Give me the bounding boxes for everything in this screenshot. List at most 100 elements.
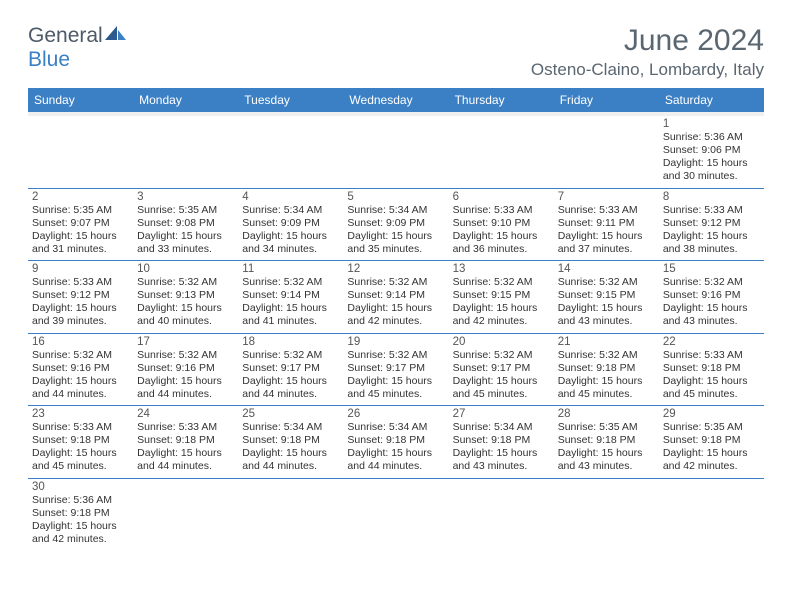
sunset-line: Sunset: 9:18 PM	[453, 434, 550, 447]
sunset-line: Sunset: 9:18 PM	[137, 434, 234, 447]
empty-day-cell	[133, 478, 238, 550]
day-details: Sunrise: 5:32 AMSunset: 9:14 PMDaylight:…	[347, 276, 444, 329]
day-number: 19	[347, 336, 444, 348]
day-details: Sunrise: 5:35 AMSunset: 9:18 PMDaylight:…	[558, 421, 655, 474]
day-cell: 18Sunrise: 5:32 AMSunset: 9:17 PMDayligh…	[238, 333, 343, 406]
day-details: Sunrise: 5:36 AMSunset: 9:18 PMDaylight:…	[32, 494, 129, 547]
sunset-line: Sunset: 9:11 PM	[558, 217, 655, 230]
day-details: Sunrise: 5:33 AMSunset: 9:12 PMDaylight:…	[32, 276, 129, 329]
day-header-monday: Monday	[133, 88, 238, 112]
day-cell: 28Sunrise: 5:35 AMSunset: 9:18 PMDayligh…	[554, 406, 659, 479]
sunset-line: Sunset: 9:13 PM	[137, 289, 234, 302]
brand-general: General	[28, 24, 103, 47]
day-details: Sunrise: 5:34 AMSunset: 9:09 PMDaylight:…	[242, 204, 339, 257]
sunrise-line: Sunrise: 5:32 AM	[347, 276, 444, 289]
day-cell: 14Sunrise: 5:32 AMSunset: 9:15 PMDayligh…	[554, 261, 659, 334]
title-block: June 2024 Osteno-Claino, Lombardy, Italy	[531, 24, 764, 80]
month-title: June 2024	[531, 24, 764, 58]
day-cell: 21Sunrise: 5:32 AMSunset: 9:18 PMDayligh…	[554, 333, 659, 406]
sunset-line: Sunset: 9:17 PM	[453, 362, 550, 375]
sunset-line: Sunset: 9:18 PM	[242, 434, 339, 447]
day-number: 27	[453, 408, 550, 420]
day-details: Sunrise: 5:32 AMSunset: 9:17 PMDaylight:…	[347, 349, 444, 402]
daylight-line: Daylight: 15 hours and 44 minutes.	[137, 375, 234, 401]
day-details: Sunrise: 5:35 AMSunset: 9:18 PMDaylight:…	[663, 421, 760, 474]
sunset-line: Sunset: 9:06 PM	[663, 144, 760, 157]
sunrise-line: Sunrise: 5:36 AM	[32, 494, 129, 507]
day-header-sunday: Sunday	[28, 88, 133, 112]
day-number: 7	[558, 191, 655, 203]
empty-day-cell	[238, 116, 343, 188]
brand-name: GeneralBlue	[28, 24, 127, 72]
day-cell: 19Sunrise: 5:32 AMSunset: 9:17 PMDayligh…	[343, 333, 448, 406]
sail-icon	[105, 24, 127, 48]
day-details: Sunrise: 5:32 AMSunset: 9:18 PMDaylight:…	[558, 349, 655, 402]
day-number: 3	[137, 191, 234, 203]
day-number: 14	[558, 263, 655, 275]
day-number: 22	[663, 336, 760, 348]
calendar-table: SundayMondayTuesdayWednesdayThursdayFrid…	[28, 88, 764, 550]
day-number: 11	[242, 263, 339, 275]
sunrise-line: Sunrise: 5:32 AM	[242, 276, 339, 289]
day-cell: 30Sunrise: 5:36 AMSunset: 9:18 PMDayligh…	[28, 478, 133, 550]
day-details: Sunrise: 5:33 AMSunset: 9:12 PMDaylight:…	[663, 204, 760, 257]
sunset-line: Sunset: 9:14 PM	[347, 289, 444, 302]
header: GeneralBlue June 2024 Osteno-Claino, Lom…	[28, 24, 764, 80]
day-cell: 7Sunrise: 5:33 AMSunset: 9:11 PMDaylight…	[554, 188, 659, 261]
sunrise-line: Sunrise: 5:32 AM	[558, 349, 655, 362]
sunrise-line: Sunrise: 5:32 AM	[347, 349, 444, 362]
day-number: 13	[453, 263, 550, 275]
sunrise-line: Sunrise: 5:32 AM	[453, 276, 550, 289]
week-row: 30Sunrise: 5:36 AMSunset: 9:18 PMDayligh…	[28, 478, 764, 550]
sunrise-line: Sunrise: 5:35 AM	[137, 204, 234, 217]
daylight-line: Daylight: 15 hours and 45 minutes.	[663, 375, 760, 401]
sunrise-line: Sunrise: 5:34 AM	[453, 421, 550, 434]
week-row: 16Sunrise: 5:32 AMSunset: 9:16 PMDayligh…	[28, 333, 764, 406]
day-details: Sunrise: 5:33 AMSunset: 9:10 PMDaylight:…	[453, 204, 550, 257]
daylight-line: Daylight: 15 hours and 33 minutes.	[137, 230, 234, 256]
sunset-line: Sunset: 9:15 PM	[558, 289, 655, 302]
day-cell: 6Sunrise: 5:33 AMSunset: 9:10 PMDaylight…	[449, 188, 554, 261]
sunset-line: Sunset: 9:18 PM	[32, 434, 129, 447]
empty-day-cell	[343, 116, 448, 188]
sunset-line: Sunset: 9:18 PM	[347, 434, 444, 447]
sunset-line: Sunset: 9:12 PM	[663, 217, 760, 230]
day-cell: 16Sunrise: 5:32 AMSunset: 9:16 PMDayligh…	[28, 333, 133, 406]
day-details: Sunrise: 5:32 AMSunset: 9:15 PMDaylight:…	[558, 276, 655, 329]
day-details: Sunrise: 5:32 AMSunset: 9:13 PMDaylight:…	[137, 276, 234, 329]
sunset-line: Sunset: 9:08 PM	[137, 217, 234, 230]
sunrise-line: Sunrise: 5:34 AM	[347, 421, 444, 434]
day-number: 8	[663, 191, 760, 203]
day-cell: 2Sunrise: 5:35 AMSunset: 9:07 PMDaylight…	[28, 188, 133, 261]
sunrise-line: Sunrise: 5:32 AM	[453, 349, 550, 362]
sunrise-line: Sunrise: 5:33 AM	[137, 421, 234, 434]
daylight-line: Daylight: 15 hours and 42 minutes.	[32, 520, 129, 546]
day-details: Sunrise: 5:34 AMSunset: 9:18 PMDaylight:…	[242, 421, 339, 474]
daylight-line: Daylight: 15 hours and 43 minutes.	[558, 302, 655, 328]
daylight-line: Daylight: 15 hours and 45 minutes.	[347, 375, 444, 401]
day-cell: 23Sunrise: 5:33 AMSunset: 9:18 PMDayligh…	[28, 406, 133, 479]
daylight-line: Daylight: 15 hours and 30 minutes.	[663, 157, 760, 183]
daylight-line: Daylight: 15 hours and 35 minutes.	[347, 230, 444, 256]
daylight-line: Daylight: 15 hours and 41 minutes.	[242, 302, 339, 328]
sunrise-line: Sunrise: 5:36 AM	[663, 131, 760, 144]
empty-day-cell	[449, 116, 554, 188]
day-number: 23	[32, 408, 129, 420]
day-number: 17	[137, 336, 234, 348]
sunrise-line: Sunrise: 5:32 AM	[242, 349, 339, 362]
day-details: Sunrise: 5:34 AMSunset: 9:18 PMDaylight:…	[347, 421, 444, 474]
daylight-line: Daylight: 15 hours and 45 minutes.	[32, 447, 129, 473]
sunset-line: Sunset: 9:07 PM	[32, 217, 129, 230]
sunrise-line: Sunrise: 5:34 AM	[242, 421, 339, 434]
sunrise-line: Sunrise: 5:33 AM	[32, 421, 129, 434]
daylight-line: Daylight: 15 hours and 34 minutes.	[242, 230, 339, 256]
sunrise-line: Sunrise: 5:33 AM	[663, 349, 760, 362]
day-number: 21	[558, 336, 655, 348]
daylight-line: Daylight: 15 hours and 44 minutes.	[242, 447, 339, 473]
sunrise-line: Sunrise: 5:34 AM	[347, 204, 444, 217]
day-details: Sunrise: 5:35 AMSunset: 9:08 PMDaylight:…	[137, 204, 234, 257]
week-row: 1Sunrise: 5:36 AMSunset: 9:06 PMDaylight…	[28, 116, 764, 188]
sunrise-line: Sunrise: 5:35 AM	[32, 204, 129, 217]
sunset-line: Sunset: 9:16 PM	[137, 362, 234, 375]
sunset-line: Sunset: 9:18 PM	[663, 434, 760, 447]
